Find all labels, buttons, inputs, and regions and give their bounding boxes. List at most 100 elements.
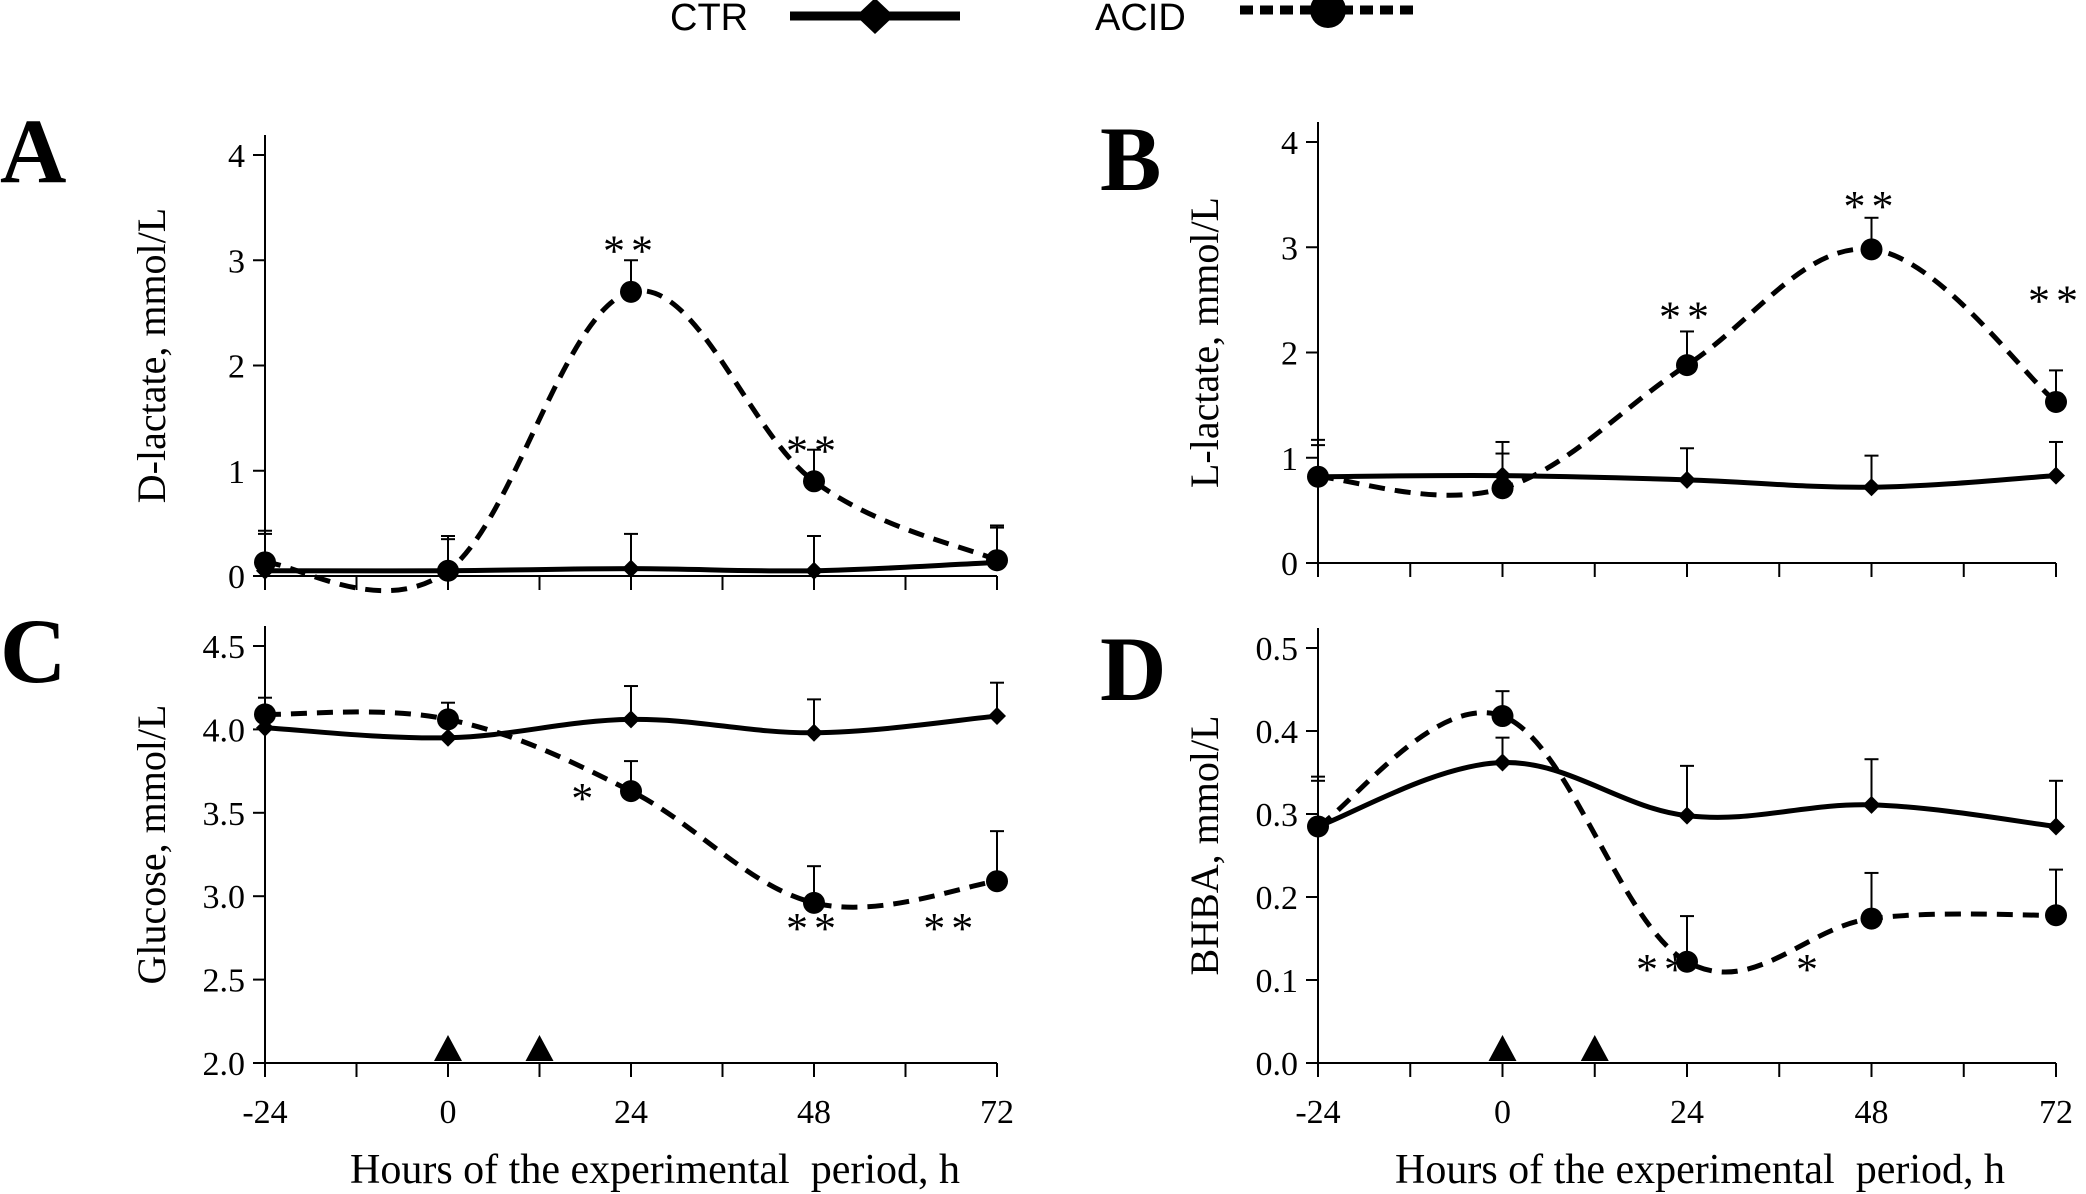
significance-annotation: ** [923,904,979,953]
y-tick-label: 0.4 [1256,714,1299,751]
panel-c: C Glucose, mmol/L 2.0 2.5 3.0 3.5 4.0 4.5 -24 0 24… [0,600,1014,1131]
y-tick-label: 0.1 [1256,963,1299,1000]
panel-d: D BHBA, mmol/L 0.0 0.1 0.2 0.3 0.4 0.5 -24 0 24 48 7… [1100,618,2073,1131]
panel-a: A D-lactate, mmol/L 0 1 2 3 4 ** ** [0,100,1008,596]
data-point-acid [620,780,642,803]
legend-swatch-ctr [790,0,960,34]
x-tick-label: 0 [1494,1094,1511,1131]
x-tick-label: 48 [797,1094,831,1131]
x-tick-label: -24 [1295,1094,1340,1131]
y-tick-label: 0.0 [1256,1046,1299,1083]
significance-annotation: ** [1659,292,1715,341]
data-point-ctr [622,710,640,729]
y-axis-label: BHBA, mmol/L [1182,715,1227,975]
panel-letter: D [1100,618,1166,720]
data-point-acid [1307,815,1329,838]
data-point-acid [254,703,276,726]
data-point-acid [803,470,825,493]
series-line-acid [1316,710,2057,975]
event-marker [525,1035,554,1061]
panel-letter: B [1100,108,1161,210]
data-point-ctr [1678,470,1696,489]
data-point-ctr [622,559,640,578]
x-tick-label: 48 [1855,1094,1889,1131]
data-point-acid [1676,950,1698,973]
y-tick-label: 2 [228,349,245,386]
event-marker [1488,1035,1517,1061]
data-point-ctr [2047,466,2065,485]
x-tick-label: 24 [1670,1094,1704,1131]
x-tick-label: -24 [242,1094,287,1131]
y-tick-label: 0.5 [1256,631,1299,668]
event-marker [434,1035,462,1061]
data-point-ctr [439,728,457,747]
panel-b: B L-lactate, mmol/L 0 1 2 3 4 ** ** ** [1100,108,2084,583]
data-point-ctr [1862,795,1881,814]
significance-annotation: ** [1844,182,1900,231]
significance-annotation: ** [786,904,842,953]
data-point-acid [254,551,276,574]
y-tick-label: 3.0 [203,879,246,916]
y-tick-label: 2.0 [203,1046,246,1083]
series-line-acid [264,709,998,910]
y-tick-label: 0 [1281,546,1298,583]
significance-annotation: ** [2028,277,2084,326]
data-point-acid [1307,465,1329,488]
y-tick-label: 1 [1281,441,1298,478]
data-point-acid [1491,477,1514,500]
data-point-ctr [1862,478,1881,497]
y-tick-label: 2.5 [203,963,246,1000]
data-point-ctr [805,723,823,742]
y-tick-label: 0.3 [1256,797,1299,834]
data-point-acid [1676,354,1698,377]
data-point-acid [803,891,825,914]
x-tick-label: 0 [440,1094,457,1131]
y-tick-label: 3 [1281,230,1298,267]
data-point-acid [437,708,459,731]
data-point-ctr [2047,817,2065,836]
significance-annotation: ** [1636,945,1692,994]
data-point-acid [1860,238,1883,261]
panel-letter: A [0,100,66,202]
y-tick-label: 1 [228,454,245,491]
y-tick-label: 0.2 [1256,880,1299,917]
y-tick-label: 4.5 [203,629,246,666]
data-point-acid [620,280,642,303]
y-tick-label: 3 [228,243,245,280]
event-marker [1580,1035,1609,1061]
significance-annotation: * [1796,945,1824,994]
y-tick-label: 2 [1281,336,1298,373]
x-tick-label: 72 [2039,1094,2073,1131]
data-point-ctr [988,707,1006,726]
y-tick-label: 4 [1281,125,1298,162]
y-tick-label: 3.5 [203,796,246,833]
data-point-acid [2045,390,2067,413]
y-tick-label: 4 [228,138,245,175]
x-axis-title-right: Hours of the experimental period, h [1395,1147,2005,1193]
significance-annotation: ** [786,426,842,475]
data-point-ctr [1493,753,1512,772]
y-tick-label: 0 [228,559,245,596]
significance-annotation: * [571,774,599,823]
y-axis-label: D-lactate, mmol/L [129,208,174,503]
y-axis-label: Glucose, mmol/L [129,705,174,985]
x-axis-title-left: Hours of the experimental period, h [350,1147,960,1193]
legend-label-acid: ACID [1095,0,1186,39]
x-tick-label: 24 [614,1094,648,1131]
data-point-acid [986,549,1008,572]
x-tick-label: 72 [980,1094,1014,1131]
series-line-acid [1317,246,2058,498]
y-tick-label: 4.0 [203,712,246,749]
legend-label-ctr: CTR [670,0,748,39]
data-point-ctr [805,561,823,580]
panel-letter: C [0,600,66,702]
significance-annotation: ** [603,227,659,276]
data-point-acid [437,559,459,582]
data-point-acid [986,870,1008,893]
data-point-acid [1491,705,1514,728]
data-point-acid [1860,907,1883,930]
legend: CTR ACID [670,0,1415,39]
legend-swatch-acid [1240,0,1415,28]
data-point-acid [2045,904,2067,927]
